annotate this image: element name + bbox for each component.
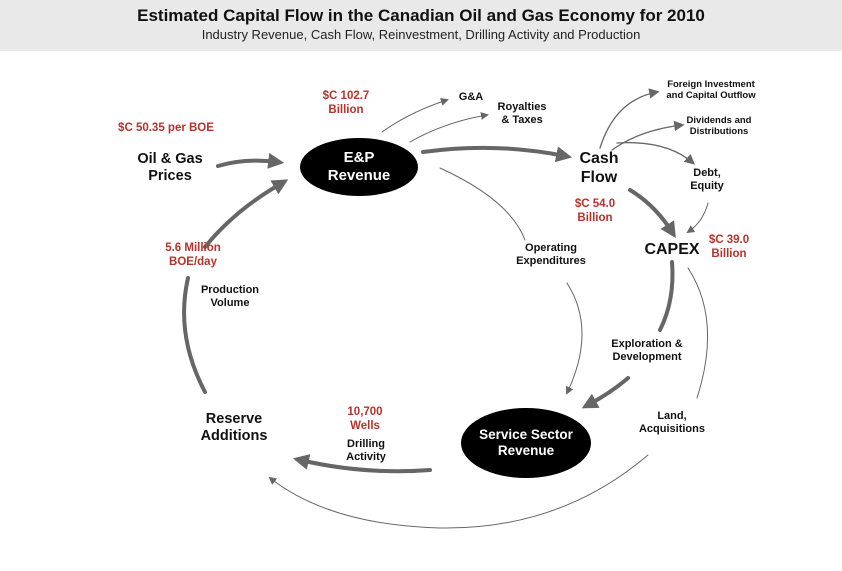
capex-node: CAPEX <box>644 241 700 258</box>
dividends-arrow <box>611 120 685 151</box>
operating-to-service-arrow <box>565 282 583 395</box>
ga-outflow-arrow <box>381 98 449 133</box>
land-acquisitions-label: Land, Acquisitions <box>638 410 705 436</box>
oil-gas-prices-node: Oil & Gas Prices <box>137 151 203 185</box>
header-bar: Estimated Capital Flow in the Canadian O… <box>0 0 842 51</box>
royalties-outflow-arrow <box>409 112 489 143</box>
revenue-value: $C 102.7 Billion <box>322 90 370 116</box>
production-volume-label: Production Volume <box>200 284 260 310</box>
revenue-to-cashflow-arrow <box>421 145 573 163</box>
ep-revenue-node: E&P Revenue <box>300 138 418 196</box>
exploration-to-service-arrow <box>581 376 630 409</box>
capex-to-service-arrow <box>658 260 675 332</box>
reserve-additions-node: Reserve Additions <box>200 411 268 445</box>
cash-flow-value: $C 54.0 Billion <box>574 198 616 224</box>
production-value: 5.6 Million BOE/day <box>165 242 221 268</box>
production-to-revenue-arrow <box>203 179 289 249</box>
capex-land-arrow <box>687 267 709 399</box>
royalties-label: Royalties & Taxes <box>497 101 547 127</box>
drilling-to-reserves-arrow <box>292 454 432 474</box>
land-acquisitions-arrow <box>268 454 649 529</box>
production-volume-arrow <box>182 276 207 394</box>
diagram-subtitle: Industry Revenue, Cash Flow, Reinvestmen… <box>201 27 641 42</box>
debt-equity-label: Debt, Equity <box>690 167 724 193</box>
wells-value: 10,700 Wells <box>347 406 383 432</box>
price-value: $C 50.35 per BOE <box>118 122 214 134</box>
ga-label: G&A <box>458 91 484 103</box>
operating-expenditures-label: Operating Expenditures <box>516 242 586 268</box>
service-sector-node: Service Sector Revenue <box>461 408 591 478</box>
cashflow-to-capex-arrow <box>628 188 676 239</box>
capex-value: $C 39.0 Billion <box>708 234 750 260</box>
dividends-label: Dividends and Distributions <box>686 115 752 138</box>
cash-flow-node: Cash Flow <box>579 150 619 187</box>
foreign-investment-arrow <box>599 88 660 149</box>
operating-expenditures-arrow <box>439 167 526 241</box>
prices-to-revenue-arrow <box>216 152 285 169</box>
foreign-investment-label: Foreign Investment and Capital Outflow <box>666 79 756 102</box>
debt-arrow <box>616 142 695 165</box>
drilling-activity-label: Drilling Activity <box>346 438 386 464</box>
exploration-development-label: Exploration & Development <box>611 338 683 364</box>
diagram-title: Estimated Capital Flow in the Canadian O… <box>137 6 705 25</box>
debt-equity-to-capex-arrow <box>686 202 709 234</box>
